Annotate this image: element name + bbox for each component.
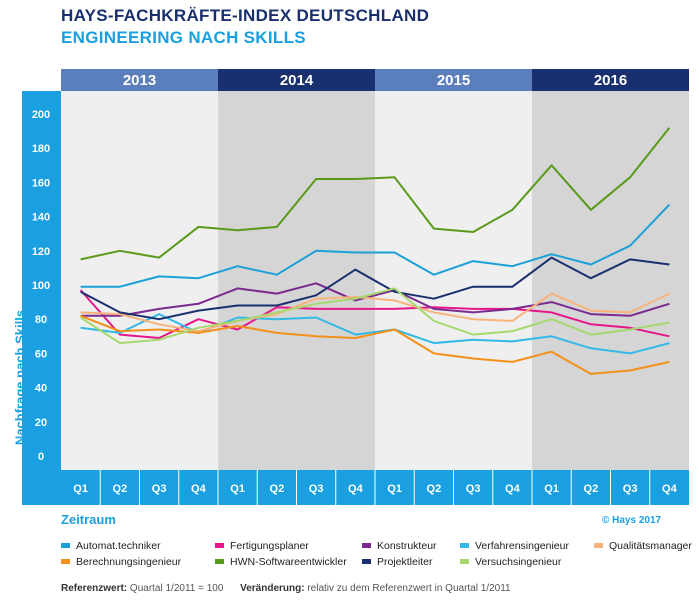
legend-label: Berechnungsingenieur [76, 556, 182, 568]
year-label: 2015 [437, 72, 470, 89]
y-tick-label: 0 [38, 451, 44, 463]
chart-title: HAYS-FACHKRÄFTE-INDEX DEUTSCHLAND [61, 6, 430, 25]
series-line-qualit-tsmanager [80, 292, 670, 333]
year-header-cell [61, 69, 218, 91]
x-tick-label: Q3 [623, 483, 638, 495]
footnote: Referenzwert: Quartal 1/2011 = 100 Verän… [61, 583, 511, 594]
legend-label: Verfahrensingenieur [475, 540, 569, 552]
x-tick-label: Q1 [230, 483, 245, 495]
legend-item-qualitaetsmanager: Qualitätsmanager [594, 540, 692, 552]
change-text: relativ zu dem Referenzwert in Quartal 1… [307, 583, 511, 594]
legend-label: Automat.techniker [76, 540, 161, 552]
series-line-projektleiter [80, 256, 670, 321]
legend-label: HWN-Softwareentwickler [230, 556, 347, 568]
legend-label: Projektleiter [377, 556, 433, 568]
year-header-cell [218, 69, 375, 91]
y-tick-label: 120 [32, 246, 50, 258]
y-axis-strip [22, 91, 61, 505]
y-tick-label: 60 [35, 348, 47, 360]
series-line-konstrukteur [80, 282, 670, 317]
y-tick-label: 200 [32, 109, 50, 121]
copyright: © Hays 2017 [602, 515, 662, 526]
legend-swatch [594, 542, 603, 548]
year-band-background [532, 91, 689, 470]
x-tick-label: Q4 [191, 483, 207, 495]
legend-item-berechnungsingenieur: Berechnungsingenieur [61, 556, 181, 568]
legend-swatch [460, 558, 469, 564]
y-tick-label: 140 [32, 212, 50, 224]
y-tick-label: 40 [35, 383, 47, 395]
legend-swatch [215, 542, 224, 548]
x-tick-label: Q3 [152, 483, 167, 495]
year-header-cell [532, 69, 689, 91]
legend-item-projektleiter: Projektleiter [362, 556, 432, 568]
year-label: 2016 [594, 72, 627, 89]
legend-item-fertigungsplaner: Fertigungsplaner [215, 540, 309, 552]
series-line-hwn-softwareentwickler [80, 127, 671, 261]
year-band-background [61, 91, 218, 470]
y-tick-label: 80 [35, 314, 47, 326]
x-tick-label: Q2 [427, 483, 442, 495]
y-tick-label: 160 [32, 177, 50, 189]
x-tick-label: Q1 [73, 483, 88, 495]
legend-swatch [460, 542, 469, 548]
legend-label: Konstrukteur [377, 540, 437, 552]
reference-label: Referenzwert: [61, 583, 128, 594]
x-tick-label: Q2 [270, 483, 285, 495]
y-tick-label: 180 [32, 143, 50, 155]
legend-label: Qualitätsmanager [609, 540, 692, 552]
change-label: Veränderung: [240, 583, 305, 594]
x-tick-label: Q1 [544, 483, 559, 495]
line-chart: 2013 2014 2015 2016 0 20 40 60 80 100 120 140 160 180… [22, 69, 689, 505]
y-tick-label: 100 [32, 280, 50, 292]
year-label: 2013 [123, 72, 156, 89]
legend-swatch [61, 558, 70, 564]
legend-item-konstrukteur: Konstrukteur [362, 540, 437, 552]
x-tick-label: Q3 [466, 483, 481, 495]
legend-label: Fertigungsplaner [230, 540, 309, 552]
reference-text: Quartal 1/2011 = 100 [129, 583, 224, 594]
x-tick-label: Q2 [113, 483, 128, 495]
legend-item-versuchsingenieur: Versuchsingenieur [460, 556, 561, 568]
y-axis-title: Nachfrage nach Skills [12, 309, 28, 446]
x-tick-label: Q4 [348, 483, 364, 495]
legend-swatch [362, 542, 371, 548]
legend-label: Versuchsingenieur [475, 556, 562, 568]
legend-swatch [215, 558, 224, 564]
x-tick-label: Q3 [309, 483, 324, 495]
legend-item-automat-techniker: Automat.techniker [61, 540, 161, 552]
series-line-berechnungsingenieur [80, 314, 670, 375]
series-line-automat-techniker [80, 203, 671, 288]
legend-swatch [61, 542, 70, 548]
year-band-background [375, 91, 532, 470]
y-tick-label: 20 [35, 417, 47, 429]
legend-item-hwn-softwareentwickler: HWN-Softwareentwickler [215, 556, 347, 568]
year-band-background [218, 91, 375, 470]
year-label: 2014 [280, 72, 314, 89]
x-tick-label: Q4 [662, 483, 678, 495]
x-axis-title: Zeitraum [61, 512, 116, 527]
series-line-verfahrensingenieur [80, 313, 670, 355]
year-header-cell [375, 69, 532, 91]
legend-swatch [362, 558, 371, 564]
x-tick-label: Q1 [387, 483, 402, 495]
x-tick-label: Q2 [584, 483, 599, 495]
chart-subtitle: ENGINEERING NACH SKILLS [61, 28, 306, 47]
x-tick-label: Q4 [505, 483, 521, 495]
series-line-versuchsingenieur [80, 287, 670, 345]
legend-item-verfahrensingenieur: Verfahrensingenieur [460, 540, 569, 552]
